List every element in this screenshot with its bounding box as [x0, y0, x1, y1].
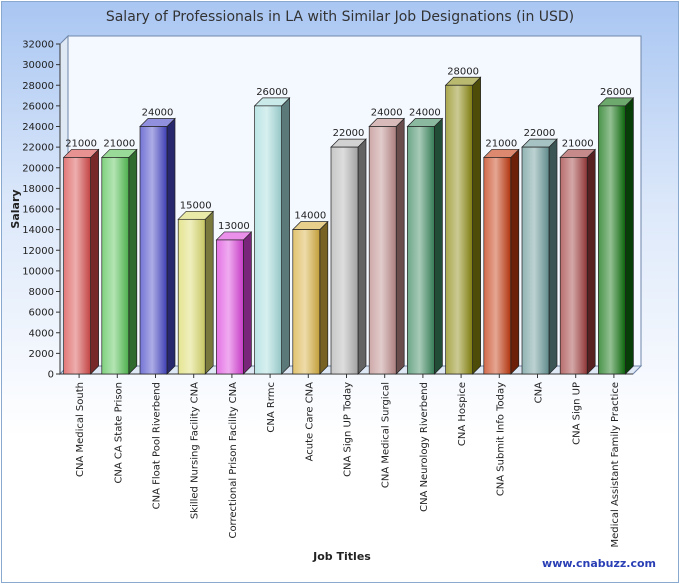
bar-value-label: 21000	[485, 138, 517, 149]
x-tick-label: CNA CA State Prison	[113, 382, 124, 484]
bar-side	[319, 220, 329, 375]
bar-side	[625, 97, 634, 375]
y-tick-label: 20000	[22, 163, 54, 174]
y-tick-label: 12000	[22, 246, 54, 257]
bar	[598, 105, 626, 375]
x-tick-label: CNA Medical South	[75, 382, 86, 477]
x-axis-label: Job Titles	[312, 550, 371, 563]
bar-value-label: 14000	[294, 211, 326, 222]
bar	[330, 146, 359, 375]
bar-value-label: 22000	[524, 128, 556, 139]
y-tick-label: 8000	[29, 287, 54, 298]
bar	[483, 157, 512, 375]
bar	[139, 126, 168, 375]
y-tick-label: 26000	[22, 101, 54, 112]
x-tick-label: CNA Float Pool Riverbend	[152, 382, 163, 509]
x-tick-label: CNA Sign UP Today	[343, 382, 354, 477]
y-tick-label: 0	[48, 370, 54, 381]
bar	[177, 218, 206, 375]
bar-side	[166, 117, 176, 375]
y-tick-label: 4000	[29, 328, 54, 339]
bar-side	[243, 231, 252, 375]
y-tick-label: 10000	[22, 266, 54, 277]
site-watermark[interactable]: www.cnabuzz.com	[542, 557, 656, 570]
bar-value-label: 24000	[371, 108, 403, 119]
bar-side	[395, 117, 405, 375]
bar-value-label: 24000	[409, 108, 441, 119]
bar-side	[281, 97, 290, 375]
bar-value-label: 21000	[562, 138, 594, 149]
x-tick-label: Correctional Prison Facility CNA	[228, 382, 239, 539]
x-tick-label: CNA Hospice	[457, 382, 468, 446]
bar-side	[357, 138, 367, 375]
bar	[292, 229, 321, 375]
bar-value-label: 13000	[218, 221, 250, 232]
y-tick-label: 2000	[29, 349, 54, 360]
bar	[254, 105, 282, 375]
bar	[559, 157, 588, 375]
bar	[63, 157, 91, 375]
x-tick-label: Acute Care CNA	[304, 382, 315, 462]
bar-side	[204, 210, 214, 375]
bar	[101, 157, 130, 375]
bar-value-label: 15000	[180, 200, 212, 211]
y-tick-label: 24000	[22, 122, 54, 133]
x-tick-label: CNA Rrmc	[266, 382, 277, 433]
x-tick-label: Skilled Nursing Facility CNA	[190, 382, 201, 519]
bar	[368, 126, 397, 375]
bar-side	[548, 138, 558, 375]
bar-value-label: 26000	[600, 87, 632, 98]
y-tick-label: 32000	[22, 40, 54, 51]
bar-value-label: 24000	[142, 108, 174, 119]
bar-value-label: 26000	[256, 87, 288, 98]
bar-side	[434, 117, 443, 375]
bar-value-label: 21000	[103, 138, 135, 149]
y-tick-label: 6000	[29, 308, 54, 319]
bar-side	[472, 76, 481, 375]
x-tick-label: CNA Sign UP	[572, 382, 583, 445]
bar	[445, 84, 473, 375]
x-tick-label: CNA Neurology Riverbend	[419, 382, 430, 512]
y-tick-label: 18000	[22, 184, 54, 195]
bar	[407, 126, 435, 375]
y-tick-label: 16000	[22, 205, 54, 216]
chart-title: Salary of Professionals in LA with Simil…	[105, 9, 575, 25]
bar-side	[90, 148, 99, 375]
y-tick-label: 14000	[22, 225, 54, 236]
bar-value-label: 21000	[65, 138, 97, 149]
bar-side	[586, 148, 596, 375]
y-tick-label: 22000	[22, 143, 54, 154]
y-tick-label: 30000	[22, 60, 54, 71]
bar-side	[510, 148, 520, 375]
bar	[216, 239, 244, 375]
x-tick-label: Medical Assistant Family Practice	[610, 382, 621, 548]
bar-value-label: 22000	[333, 128, 365, 139]
x-tick-label: CNA	[534, 382, 545, 403]
bar-side	[128, 148, 138, 375]
bar-value-label: 28000	[447, 66, 479, 77]
y-tick-label: 28000	[22, 81, 54, 92]
x-tick-label: CNA Submit Info Today	[495, 382, 506, 496]
bar	[521, 146, 550, 375]
x-tick-label: CNA Medical Surgical	[381, 382, 392, 488]
y-axis-label: Salary	[9, 189, 22, 228]
